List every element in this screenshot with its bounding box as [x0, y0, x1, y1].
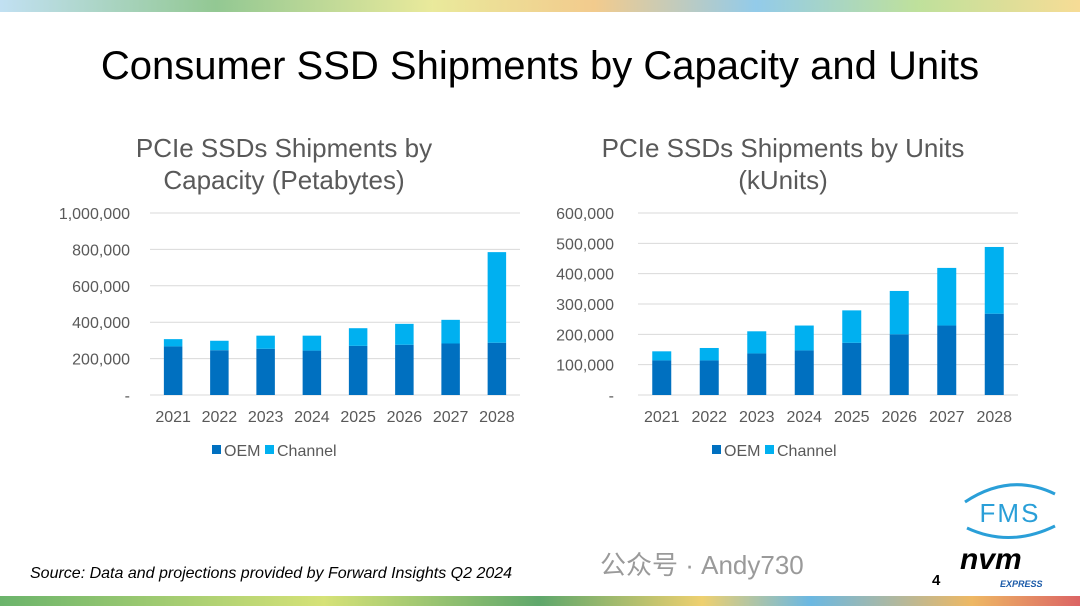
source-note: Source: Data and projections provided by… — [30, 565, 513, 582]
y-tick-label: 400,000 — [556, 267, 614, 284]
bar-oem-2023 — [747, 353, 767, 395]
bar-oem-2023 — [256, 348, 275, 395]
bar-channel-2025 — [348, 328, 368, 346]
chart-title-units: PCIe SSDs Shipments by Units (kUnits) — [573, 132, 993, 196]
bar-oem-2027 — [441, 343, 460, 395]
bar-channel-2026 — [395, 323, 414, 345]
x-tick-label: 2023 — [739, 409, 775, 426]
x-tick-label: 2027 — [433, 409, 469, 426]
bar-channel-2028 — [487, 252, 507, 343]
legend-swatch-channel — [265, 445, 274, 454]
y-tick-label: 1,000,000 — [59, 206, 130, 223]
x-tick-label: 2025 — [340, 409, 376, 426]
x-tick-label: 2024 — [294, 409, 330, 426]
y-tick-label: 300,000 — [556, 297, 614, 314]
bar-channel-2025 — [842, 310, 862, 343]
y-tick-label: 500,000 — [556, 236, 614, 253]
legend-swatch-channel — [765, 445, 774, 454]
page-number: 4 — [932, 572, 941, 589]
y-tick-label: 100,000 — [556, 358, 614, 375]
y-tick-label: 200,000 — [72, 352, 130, 369]
bar-channel-2028 — [984, 246, 1004, 314]
y-tick-label: 800,000 — [72, 242, 130, 259]
x-tick-label: 2023 — [248, 409, 284, 426]
bar-oem-2028 — [984, 313, 1004, 395]
x-tick-label: 2025 — [834, 409, 870, 426]
bar-channel-2024 — [302, 335, 322, 351]
x-tick-label: 2027 — [929, 409, 965, 426]
page-title: Consumer SSD Shipments by Capacity and U… — [100, 44, 980, 88]
nvm-express-logo-sub: EXPRESS — [1000, 579, 1043, 589]
chart-title-capacity: PCIe SSDs Shipments by Capacity (Petabyt… — [74, 132, 494, 196]
x-tick-label: 2021 — [644, 409, 680, 426]
legend-label-oem: OEM — [724, 443, 760, 460]
x-tick-label: 2026 — [387, 409, 423, 426]
x-tick-label: 2022 — [691, 409, 727, 426]
bar-channel-2021 — [163, 339, 183, 347]
bar-channel-2024 — [794, 325, 814, 351]
bar-channel-2021 — [652, 351, 672, 361]
x-tick-label: 2028 — [976, 409, 1012, 426]
y-tick-label: - — [609, 388, 614, 405]
x-tick-label: 2024 — [786, 409, 822, 426]
chart-title-line: PCIe SSDs Shipments by — [135, 133, 433, 163]
top-decorative-stripe — [0, 0, 1080, 12]
bar-oem-2024 — [794, 350, 814, 395]
bar-oem-2024 — [302, 350, 322, 395]
watermark: 公众号 · Andy730 — [600, 550, 804, 580]
bar-channel-2023 — [256, 335, 275, 349]
bar-channel-2026 — [889, 290, 909, 335]
bar-oem-2022 — [210, 350, 229, 395]
bar-oem-2027 — [937, 325, 957, 395]
bar-channel-2022 — [699, 347, 719, 361]
bar-channel-2023 — [747, 331, 767, 354]
bar-oem-2022 — [699, 360, 719, 395]
bar-oem-2021 — [652, 360, 672, 395]
legend-swatch-oem — [712, 445, 721, 454]
chart-title-line: Capacity (Petabytes) — [163, 165, 405, 195]
fms-logo-text: FMS — [980, 498, 1041, 528]
bottom-decorative-stripe — [0, 596, 1080, 606]
bar-channel-2027 — [937, 267, 957, 326]
legend-label-channel: Channel — [277, 443, 337, 460]
nvm-express-logo: nvm — [960, 543, 1022, 576]
x-tick-label: 2021 — [155, 409, 191, 426]
bar-oem-2025 — [842, 342, 862, 395]
x-tick-label: 2026 — [881, 409, 917, 426]
legend-label-channel: Channel — [777, 443, 837, 460]
chart-title-line: PCIe SSDs Shipments by Units — [601, 133, 965, 163]
y-tick-label: 600,000 — [556, 206, 614, 223]
y-tick-label: 600,000 — [72, 279, 130, 296]
bar-oem-2025 — [348, 345, 368, 395]
bar-oem-2028 — [487, 342, 507, 395]
fms-logo: FMS — [964, 483, 1056, 539]
legend-swatch-oem — [212, 445, 221, 454]
bar-channel-2027 — [441, 319, 460, 344]
bar-channel-2022 — [210, 340, 229, 351]
chart-title-line: (kUnits) — [738, 165, 828, 195]
bar-oem-2021 — [163, 346, 183, 395]
x-tick-label: 2028 — [479, 409, 515, 426]
y-tick-label: 200,000 — [556, 327, 614, 344]
y-tick-label: - — [125, 388, 130, 405]
bar-oem-2026 — [889, 334, 909, 395]
bar-oem-2026 — [395, 344, 414, 395]
legend-label-oem: OEM — [224, 443, 260, 460]
y-tick-label: 400,000 — [72, 315, 130, 332]
x-tick-label: 2022 — [202, 409, 238, 426]
